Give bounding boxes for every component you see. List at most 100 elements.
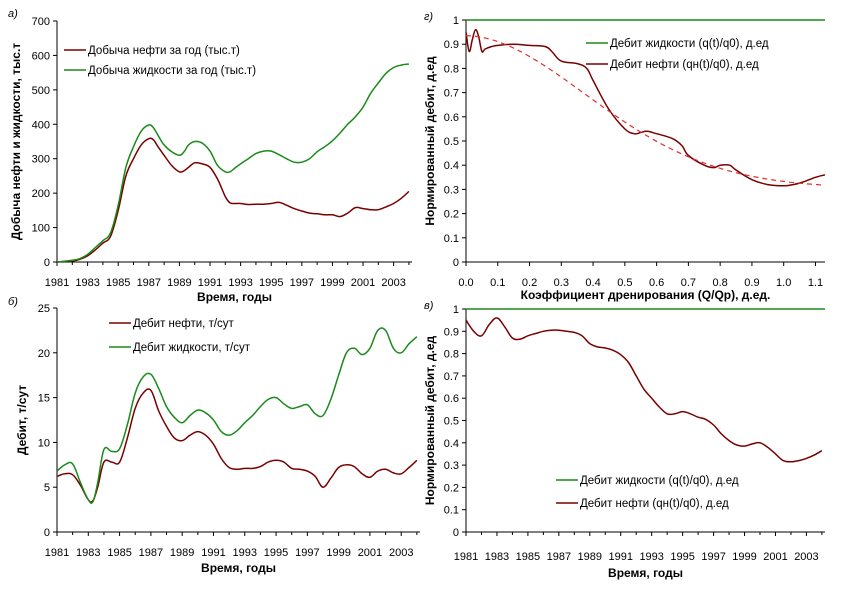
x-tick-label: 1983 <box>76 547 100 559</box>
x-tick-label: 1989 <box>167 277 191 289</box>
y-tick-label: 300 <box>32 154 50 166</box>
legend-entry: Дебит жидкости (q(t)/q0), д.ед <box>580 475 739 487</box>
x-tick-label: 0.6 <box>649 277 664 289</box>
y-axis-label: Добыча нефти и жидкости, тыс.т <box>9 43 23 240</box>
y-tick-label: 0.7 <box>444 88 459 100</box>
series-line-oil <box>466 317 823 463</box>
y-tick-label: 0 <box>44 527 50 539</box>
y-tick-label: 0.1 <box>444 505 459 517</box>
x-tick-label: 2003 <box>794 551 818 563</box>
legend-entry: Дебит жидкости, т/сут <box>133 342 251 354</box>
panel-label: а) <box>8 8 18 20</box>
x-tick-label: 2001 <box>763 551 787 563</box>
y-tick-label: 0.8 <box>444 63 459 75</box>
chart-panel-a: а) 0 100 200 300 400 500 600 700 1981 1983 1985 1987… <box>8 8 412 304</box>
x-tick-label: 0.1 <box>490 277 505 289</box>
legend-entry: Добыча нефти за год (тыс.т) <box>88 45 240 57</box>
x-tick-label: 1987 <box>137 277 161 289</box>
panel-label: б) <box>8 296 18 308</box>
chart-panel-g: г) 0 0.1 0.2 0.3 0.4 0.5 0.6 0.7 0.8 0.9 1 0.0 0.1 0.2… <box>423 11 825 302</box>
y-axis-label: Дебит, т/сут <box>15 385 29 455</box>
y-tick-label: 1 <box>453 304 459 316</box>
y-tick-label: 0.5 <box>444 416 459 428</box>
y-tick-label: 0 <box>453 527 459 539</box>
y-tick-label: 0.5 <box>444 136 459 148</box>
y-tick-label: 0.1 <box>444 233 459 245</box>
x-tick-label: 1995 <box>259 277 283 289</box>
x-tick-label: 1993 <box>228 277 252 289</box>
x-tick-label: 1999 <box>320 277 344 289</box>
y-axis-label: Нормированный дебит, д.ед <box>423 56 437 226</box>
x-tick-label: 1987 <box>139 547 163 559</box>
y-tick-label: 0.4 <box>444 438 459 450</box>
x-tick-label: 1989 <box>578 551 602 563</box>
y-tick-label: 0.3 <box>444 184 459 196</box>
legend-entry: Дебит нефти, т/сут <box>133 318 235 330</box>
legend-entry: Дебит нефти (qн(t)/q0), д.ед <box>610 59 759 71</box>
x-axis-label: Коэффициент дренирования (Q/Qp), д.ед. <box>521 288 771 302</box>
y-tick-label: 1 <box>453 15 459 27</box>
trend-line-dashed <box>466 35 822 186</box>
x-tick-label: 1.0 <box>776 277 791 289</box>
series-line-liquid <box>57 63 410 262</box>
series-line-oil <box>57 137 410 262</box>
y-tick-label: 0.9 <box>444 39 459 51</box>
legend-entry: Дебит нефти (qн(t)/q0), д.ед <box>580 498 729 510</box>
x-tick-label: 1983 <box>75 277 99 289</box>
x-tick-label: 1991 <box>198 277 222 289</box>
x-tick-label: 1999 <box>732 551 756 563</box>
x-tick-label: 1989 <box>170 547 194 559</box>
panel-label: в) <box>424 300 434 312</box>
x-tick-label: 2001 <box>351 277 375 289</box>
x-tick-label: 1.1 <box>808 277 823 289</box>
x-tick-label: 1991 <box>608 551 632 563</box>
y-tick-label: 0.9 <box>444 326 459 338</box>
x-tick-label: 1999 <box>326 547 350 559</box>
x-tick-label: 2001 <box>358 547 382 559</box>
x-tick-label: 1993 <box>233 547 257 559</box>
x-axis-label: Время, годы <box>608 566 683 580</box>
y-tick-label: 0 <box>453 257 459 269</box>
legend-entry: Дебит жидкости (q(t)/q0), д.ед <box>610 38 769 50</box>
x-tick-label: 1993 <box>639 551 663 563</box>
x-tick-label: 1985 <box>107 547 131 559</box>
y-tick-label: 500 <box>32 85 50 97</box>
x-axis-label: Время, годы <box>201 561 276 575</box>
y-tick-label: 0.3 <box>444 460 459 472</box>
x-tick-label: 1995 <box>670 551 694 563</box>
y-tick-label: 0.2 <box>444 482 459 494</box>
y-tick-label: 0.6 <box>444 112 459 124</box>
y-tick-label: 700 <box>32 16 50 28</box>
y-tick-label: 0.6 <box>444 393 459 405</box>
y-tick-label: 5 <box>44 482 50 494</box>
x-tick-label: 1991 <box>201 547 225 559</box>
y-tick-label: 200 <box>32 188 50 200</box>
y-tick-label: 0.2 <box>444 209 459 221</box>
x-tick-label: 0.2 <box>522 277 537 289</box>
series-line-oil <box>466 28 825 187</box>
y-tick-label: 100 <box>32 223 50 235</box>
x-tick-label: 1987 <box>547 551 571 563</box>
x-tick-label: 1997 <box>295 547 319 559</box>
y-tick-label: 400 <box>32 119 50 131</box>
x-tick-label: 0.8 <box>713 277 728 289</box>
x-tick-label: 2003 <box>381 277 405 289</box>
x-tick-label: 1997 <box>701 551 725 563</box>
series-line-oil <box>57 388 418 503</box>
y-axis-label: Нормированный дебит, д.ед <box>423 336 437 506</box>
chart-panel-b: б) 0 5 10 15 20 25 1981 1983 1985 1987 1989 1991 1993… <box>8 296 420 575</box>
y-tick-label: 15 <box>38 393 50 405</box>
panel-label: г) <box>424 11 433 23</box>
x-tick-label: 1997 <box>290 277 314 289</box>
x-tick-label: 0.9 <box>744 277 759 289</box>
y-tick-label: 10 <box>38 437 50 449</box>
y-tick-label: 0 <box>44 257 50 269</box>
y-tick-label: 600 <box>32 50 50 62</box>
x-tick-label: 0.4 <box>585 277 600 289</box>
x-axis-label: Время, годы <box>197 290 272 304</box>
legend-entry: Добыча жидкости за год (тыс.т) <box>88 65 256 77</box>
chart-panel-v: в) 0 0.1 0.2 0.3 0.4 0.5 0.6 0.7 0.8 0.9 1 1981 1983 1… <box>423 300 825 580</box>
x-tick-label: 1995 <box>264 547 288 559</box>
series-line-liquid <box>57 327 418 504</box>
